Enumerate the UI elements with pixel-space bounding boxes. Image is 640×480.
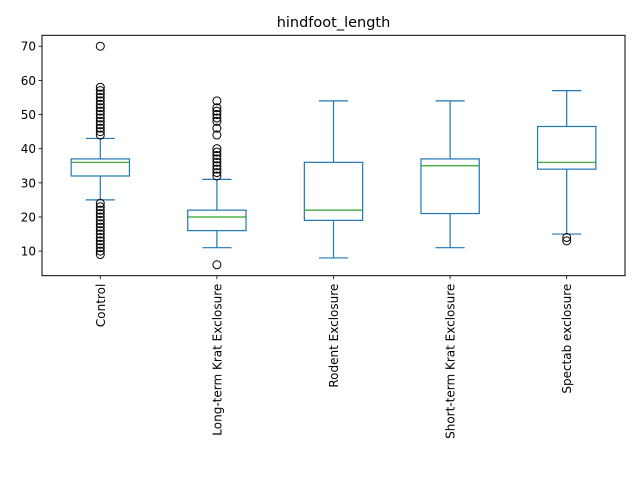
box-iqr [420,158,480,215]
outlier-point [212,123,222,133]
outlier-point [212,103,222,113]
outlier-point [95,219,105,229]
outlier-point [95,82,105,92]
outlier-point [212,96,222,106]
x-tick-label: Long-term Krat Exclosure [210,284,224,436]
outlier-point [212,147,222,157]
outlier-point [95,222,105,232]
y-tick-label: 60 [21,74,36,88]
outlier-point [95,96,105,106]
outlier-point [95,212,105,222]
outlier-point [95,236,105,246]
box-iqr [536,125,597,170]
outlier-point [95,123,105,133]
outlier-point [212,164,222,174]
outlier-point [95,246,105,256]
y-tick-label: 30 [21,176,36,190]
outlier-point [95,127,105,137]
x-tick-label: Short-term Krat Exclosure [444,284,458,439]
box-iqr [187,209,247,232]
box-iqr [70,158,131,177]
axes-frame [41,34,626,277]
x-tick-label: Control [94,284,108,327]
box-iqr [303,161,364,221]
outlier-point [212,161,222,171]
outlier-point [212,157,222,167]
outlier-point [212,106,222,116]
outlier-point [95,130,105,140]
outlier-point [95,239,105,249]
y-tick-label: 70 [21,40,36,54]
outlier-point [212,130,222,140]
outlier-point [95,243,105,253]
outlier-point [212,171,222,181]
outlier-point [95,92,105,102]
outlier-point [212,154,222,164]
outlier-point [212,116,222,126]
outlier-point [95,103,105,113]
chart-title: hindfoot_length [277,15,391,31]
outlier-point [95,116,105,126]
outlier-point [95,113,105,123]
outlier-point [95,226,105,236]
outlier-point [95,209,105,219]
outlier-point [212,151,222,160]
outlier-point [95,120,105,130]
x-tick-label: Rodent Exclosure [327,284,341,388]
outlier-point [95,110,105,120]
outlier-point [95,250,105,260]
y-tick-label: 20 [21,210,36,224]
x-tick-label: Spectab exclosure [560,284,574,394]
outlier-point [95,99,105,109]
outlier-point [212,260,222,270]
outlier-point [95,205,105,215]
outlier-point [212,168,222,178]
y-tick-label: 50 [21,108,36,122]
outlier-point [95,229,105,239]
outlier-point [95,202,105,212]
outlier-point [562,236,572,246]
outlier-point [212,110,222,120]
outlier-point [562,232,572,242]
outlier-point [95,86,105,96]
outlier-point [95,106,105,116]
outlier-point [212,113,222,123]
outlier-point [95,41,105,51]
outlier-point [95,198,105,208]
outlier-point [212,144,222,154]
y-tick-label: 40 [21,142,36,156]
y-tick-label: 10 [21,245,36,259]
outlier-point [95,232,105,242]
outlier-point [95,89,105,99]
outlier-point [95,215,105,225]
